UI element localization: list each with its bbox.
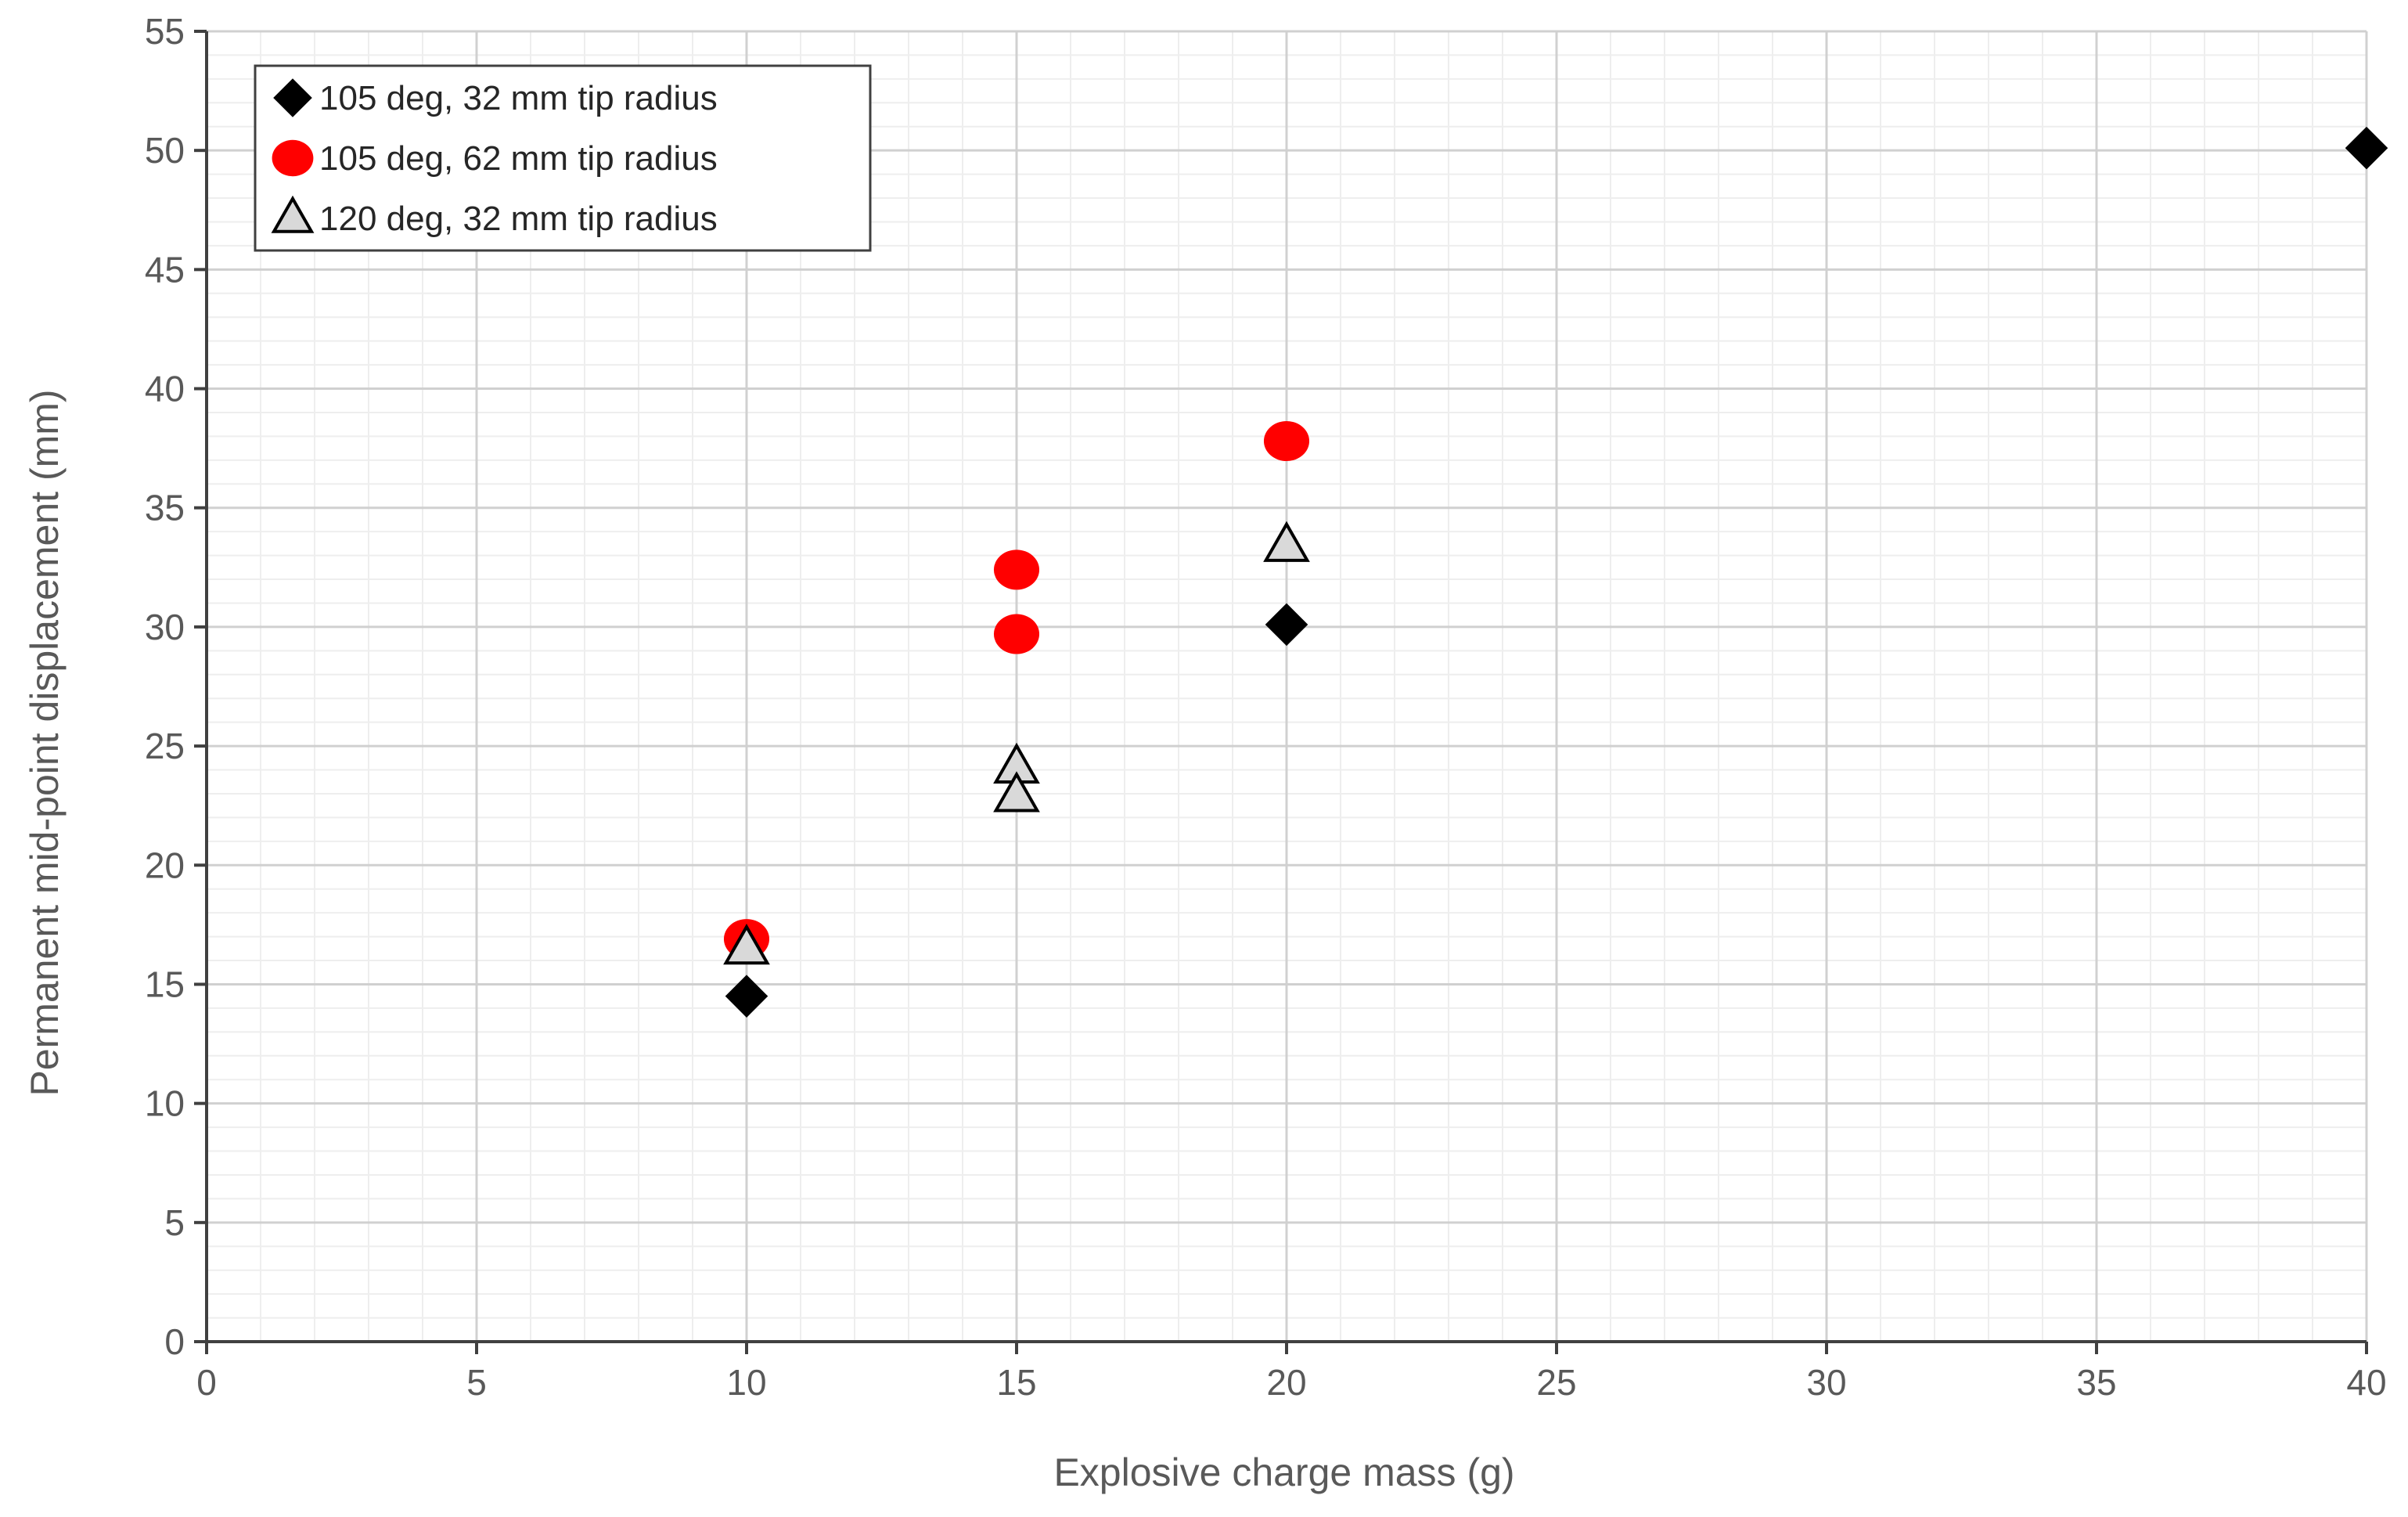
legend-label: 120 deg, 32 mm tip radius	[319, 200, 718, 238]
y-tick-label: 30	[145, 607, 185, 647]
x-axis-title: Explosive charge mass (g)	[1053, 1450, 1514, 1494]
x-tick-label: 30	[1806, 1362, 1846, 1403]
legend-label: 105 deg, 62 mm tip radius	[319, 139, 718, 178]
data-point-triangle	[1263, 521, 1310, 562]
y-tick-label: 40	[145, 369, 185, 409]
x-tick-label: 40	[2346, 1362, 2386, 1403]
major-gridlines	[207, 30, 2368, 1342]
data-point-triangle	[723, 924, 770, 965]
axes	[194, 30, 2368, 1354]
y-tick-label: 45	[145, 249, 185, 290]
y-tick-label: 25	[145, 726, 185, 766]
data-point-diamond	[2345, 126, 2388, 170]
y-tick-label: 0	[164, 1321, 185, 1362]
y-tick-label: 5	[164, 1202, 185, 1243]
legend-marker-diamond	[273, 78, 312, 117]
y-tick-label: 20	[145, 845, 185, 885]
x-tick-label: 15	[996, 1362, 1036, 1403]
y-tick-label: 10	[145, 1083, 185, 1124]
legend: 105 deg, 32 mm tip radius 105 deg, 62 mm …	[254, 64, 872, 252]
data-point-circle	[1263, 420, 1310, 462]
data-point-circle	[993, 614, 1040, 654]
legend-marker-circle	[272, 139, 314, 177]
x-tick-label: 35	[2076, 1362, 2116, 1403]
y-tick-label: 55	[145, 11, 185, 52]
x-tick-label: 10	[726, 1362, 766, 1403]
data-point-triangle	[993, 771, 1040, 813]
y-axis-title: Permanent mid-point displacement (mm)	[23, 389, 67, 1096]
series-1	[725, 126, 2388, 1018]
data-point-circle	[993, 550, 1040, 590]
y-tick-label: 15	[145, 964, 185, 1004]
legend-box	[254, 64, 872, 252]
x-tick-label: 0	[196, 1362, 217, 1403]
y-axis-tick-labels: 0 5 10 15 20 25 30 35 40 45 50 55	[145, 11, 185, 1362]
y-tick-label: 35	[145, 488, 185, 528]
data-point-diamond	[1265, 603, 1308, 647]
x-tick-label: 25	[1536, 1362, 1576, 1403]
series-3	[723, 521, 1310, 965]
x-tick-label: 20	[1266, 1362, 1306, 1403]
x-tick-label: 5	[466, 1362, 487, 1403]
data-point-diamond	[725, 975, 768, 1018]
x-axis-tick-labels: 0 5 10 15 20 25 30 35 40	[196, 1362, 2386, 1403]
data-points	[723, 126, 2388, 1018]
legend-label: 105 deg, 32 mm tip radius	[319, 79, 718, 117]
legend-marker-triangle	[271, 195, 315, 233]
y-tick-label: 50	[145, 130, 185, 171]
